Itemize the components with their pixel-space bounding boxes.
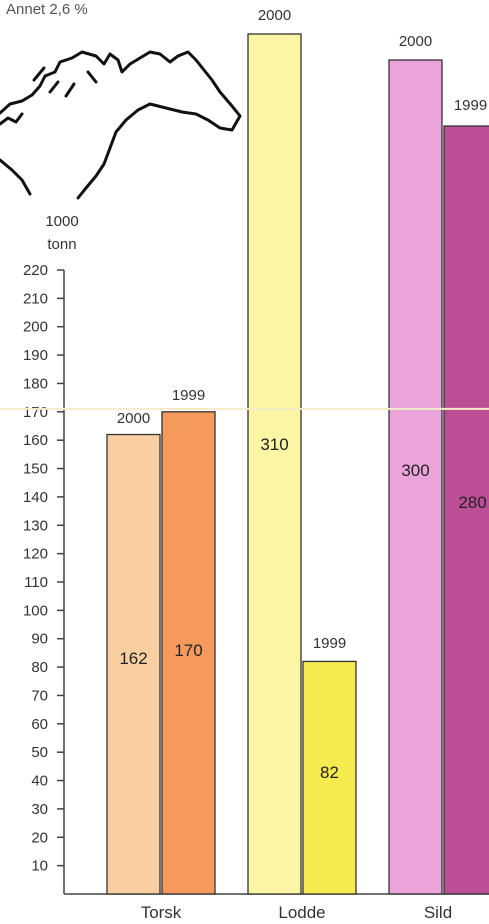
y-tick-label: 110 — [24, 574, 48, 591]
value-label-sild-1999: 280 — [458, 493, 486, 512]
year-label-lodde-1999: 1999 — [313, 635, 346, 652]
value-label-sild-2000: 300 — [401, 461, 429, 480]
value-label-lodde-1999: 82 — [320, 763, 339, 782]
bar-lodde-1999 — [302, 660, 357, 895]
y-tick-label: 200 — [23, 319, 48, 336]
y-tick-label: 120 — [23, 546, 48, 563]
y-tick-label: 130 — [23, 517, 48, 534]
category-labels: Torsk Lodde Sild — [141, 903, 452, 922]
bar-lodde-2000 — [247, 33, 302, 895]
bar-sild-2000 — [388, 59, 443, 895]
y-tick-label: 60 — [31, 716, 48, 733]
y-tick-label: 100 — [23, 602, 48, 619]
year-label-sild-2000: 2000 — [399, 33, 432, 50]
y-tick-label: 70 — [31, 687, 48, 704]
y-tick-label: 150 — [23, 461, 48, 478]
y-tick-label: 220 — [23, 262, 48, 279]
year-label-sild-1999: 1999 — [454, 97, 487, 114]
y-tick-label: 10 — [31, 858, 48, 875]
bars-group: 2000 162 1999 170 2000 310 1999 82 2000 300 1999 28… — [106, 7, 489, 895]
year-label-lodde-2000: 2000 — [258, 7, 291, 24]
category-label-lodde: Lodde — [278, 903, 325, 922]
unit-label-line1: 1000 — [45, 213, 78, 230]
y-tick-label: 170 — [23, 404, 48, 421]
y-tick-label: 190 — [23, 347, 48, 364]
y-tick-label: 30 — [31, 801, 48, 818]
y-tick-label: 40 — [31, 773, 48, 790]
category-label-sild: Sild — [424, 903, 452, 922]
value-label-torsk-2000: 162 — [119, 649, 147, 668]
y-tick-label: 140 — [23, 489, 48, 506]
category-label-torsk: Torsk — [141, 903, 182, 922]
y-tick-label: 160 — [23, 432, 48, 449]
y-tick-label: 180 — [23, 375, 48, 392]
year-label-torsk-1999: 1999 — [172, 387, 205, 404]
y-tick-label: 20 — [31, 829, 48, 846]
annet-annotation: Annet 2,6 % — [6, 1, 88, 18]
value-label-torsk-1999: 170 — [174, 641, 202, 660]
y-tick-label: 50 — [31, 744, 48, 761]
y-tick-label: 90 — [31, 631, 48, 648]
bar-torsk-2000 — [106, 433, 161, 895]
y-tick-label: 210 — [23, 290, 48, 307]
bar-sild-1999 — [443, 125, 489, 895]
value-label-lodde-2000: 310 — [260, 435, 288, 454]
map-outline-icon — [0, 50, 242, 200]
bar-torsk-1999 — [161, 411, 216, 895]
y-axis: 10 20 30 40 50 60 70 80 90 100 110 120 130 140 150 160 1… — [23, 262, 489, 895]
year-label-torsk-2000: 2000 — [117, 410, 150, 427]
y-tick-label: 80 — [31, 659, 48, 676]
unit-label-line2: tonn — [47, 236, 76, 253]
